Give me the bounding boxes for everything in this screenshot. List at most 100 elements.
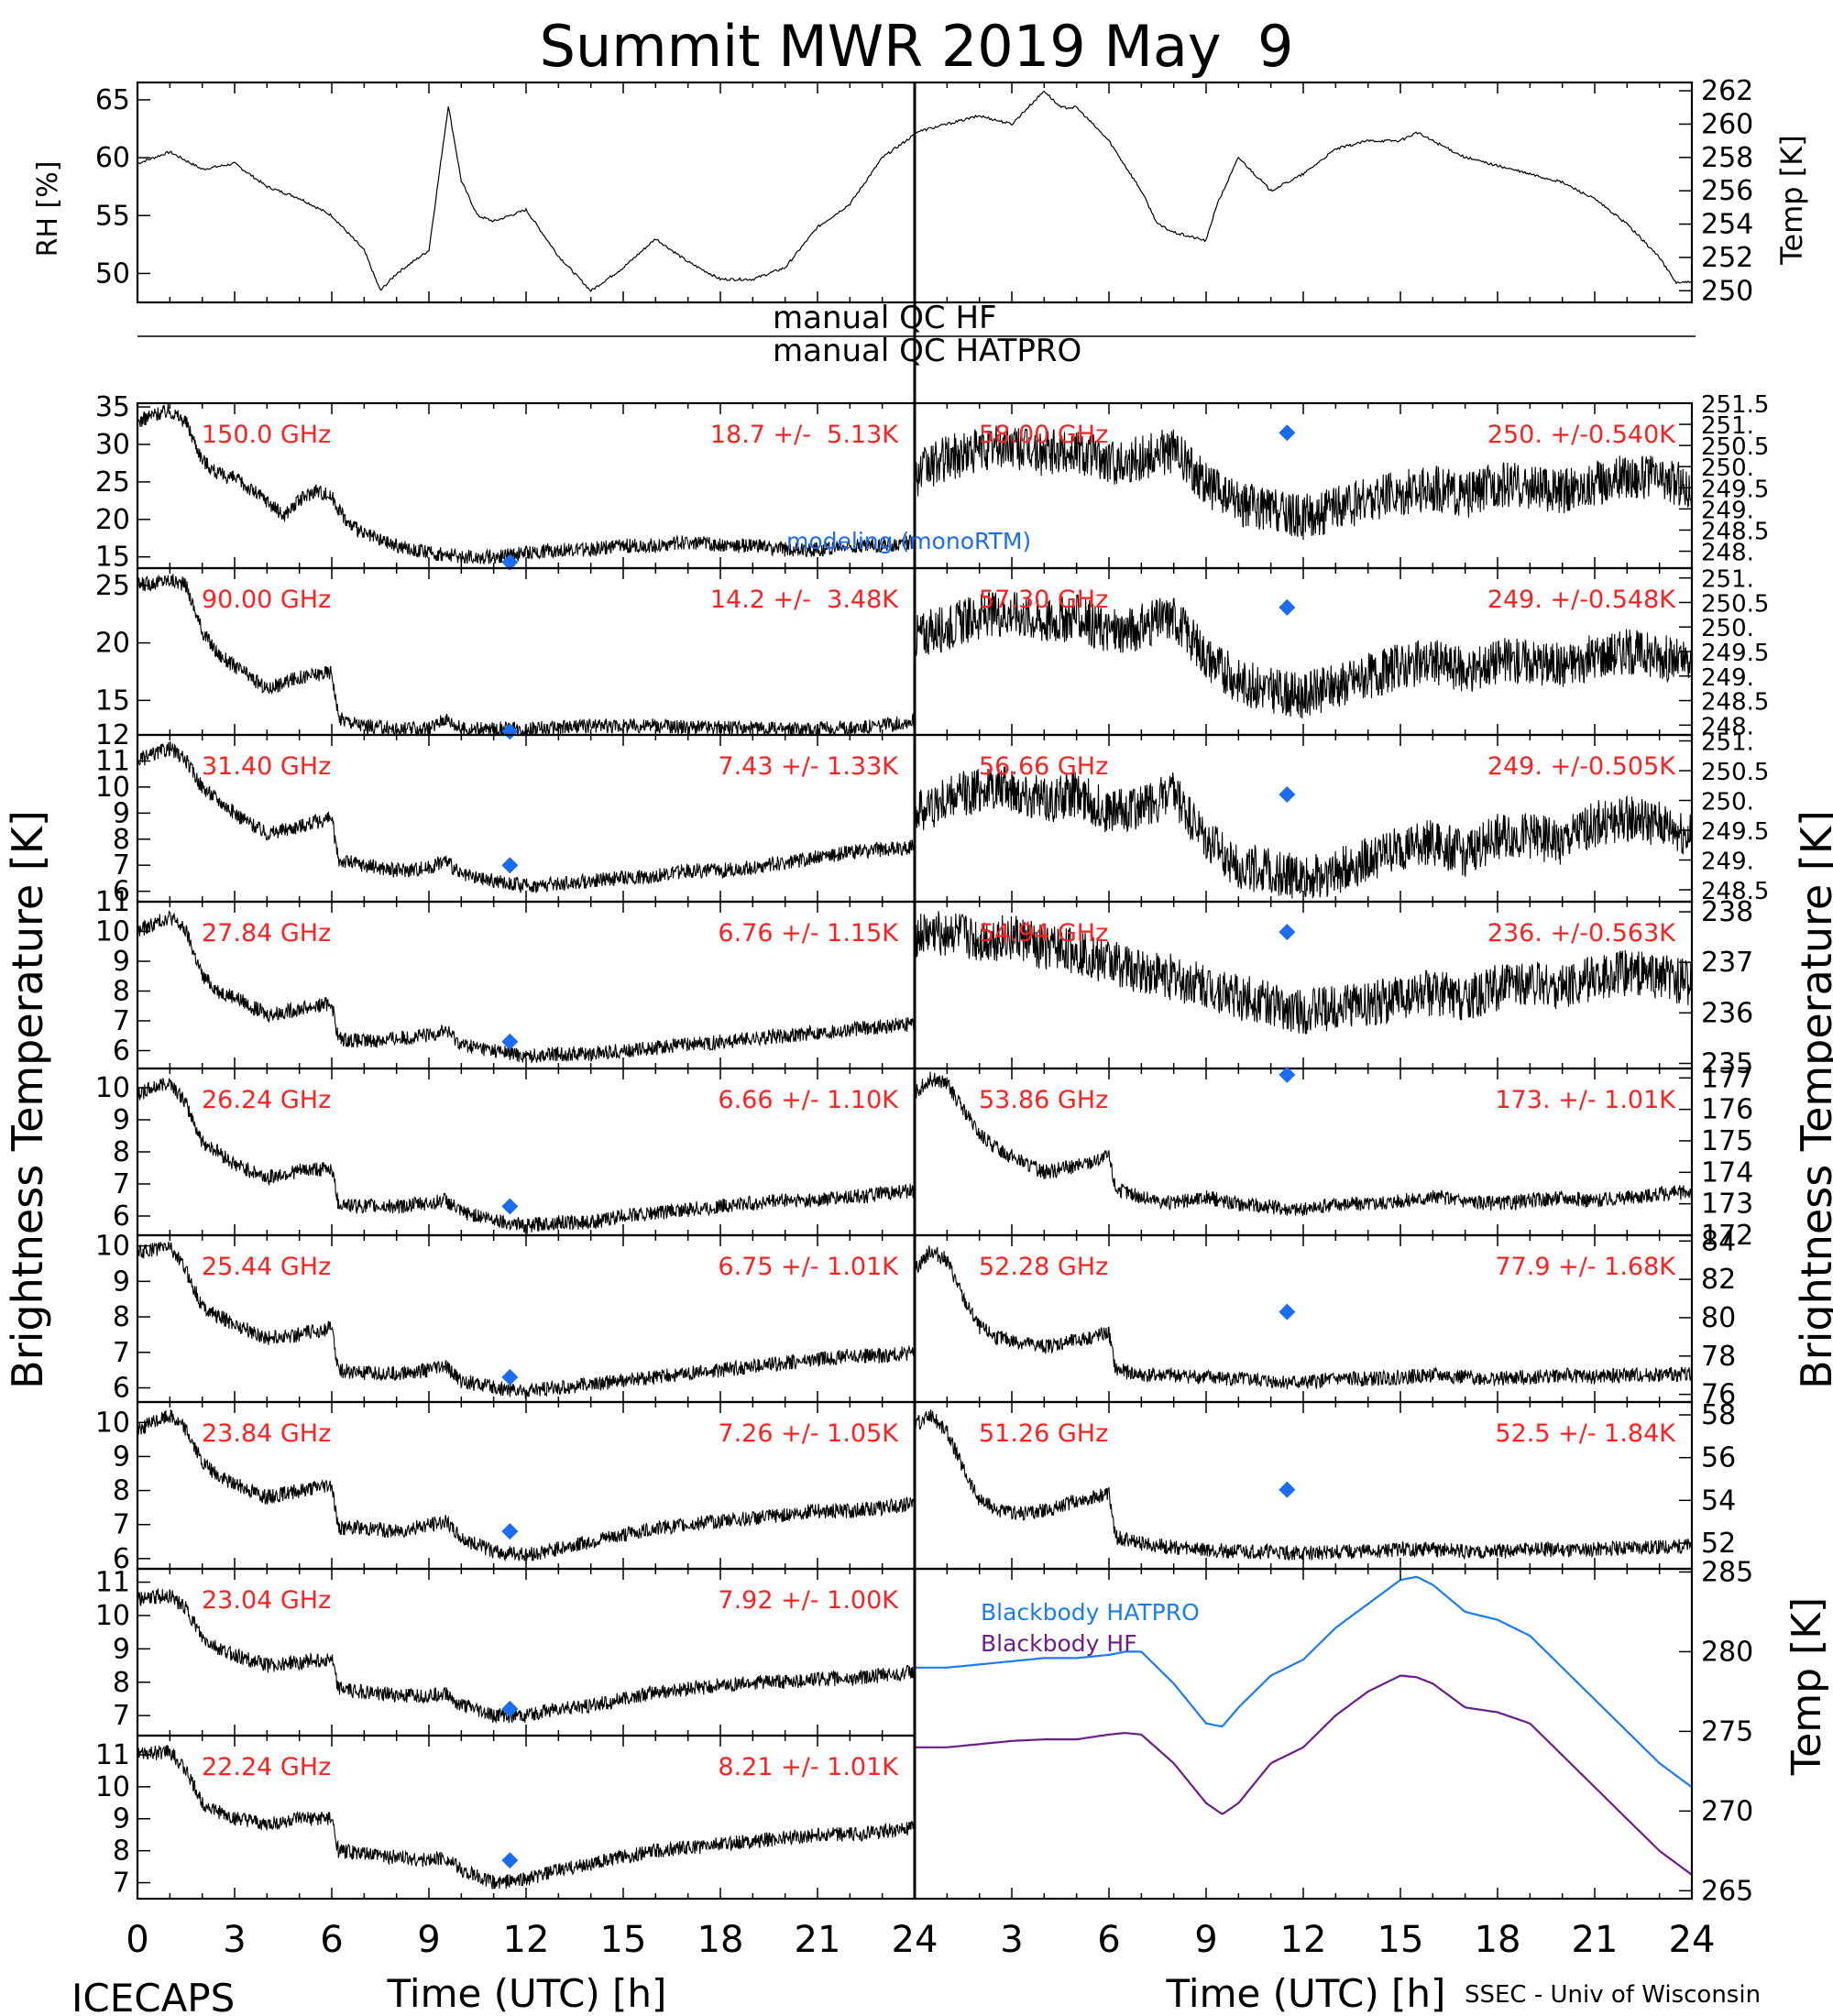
x-axis-label-right: Time (UTC) [h]: [1166, 1971, 1446, 2016]
panel-ch5228: 76 78 80 82 84 52.28 GHz 77.9 +/- 1.68K: [913, 1225, 1736, 1411]
y-tick-label: 10: [95, 1771, 130, 1803]
y-tick-label: 248.5: [1701, 518, 1769, 545]
model-point-ch2384: [501, 1523, 519, 1540]
model-point-ch5666: [1279, 786, 1296, 803]
y-tick-label: 56: [1701, 1442, 1736, 1474]
y-tick-label: 8: [113, 1475, 130, 1507]
y-tick-label: 9: [113, 1441, 130, 1473]
rh-axis-title: RH [%]: [32, 161, 64, 257]
series-line-ch3140: [137, 740, 915, 893]
series-line-ch5386: [915, 1071, 1692, 1217]
model-point-ch5126: [1279, 1481, 1296, 1498]
y-tick-label: 15: [95, 685, 130, 717]
panel-ch150: 15 20 25 30 35 150.0 GHz 18.7 +/- 5.13K: [95, 391, 916, 574]
x-tick-label-left: 21: [795, 1919, 841, 1961]
temp-bottom-axis-title: Temp [K]: [1784, 1597, 1830, 1776]
y-tick-label: 176: [1701, 1094, 1753, 1126]
y-tick-label: 8: [113, 1136, 130, 1168]
channel-label-ch5800: 58.00 GHz: [979, 421, 1108, 449]
y-tick-label: 65: [95, 84, 130, 116]
y-tick-label: 235: [1701, 1047, 1753, 1079]
series-line-temp_top: [915, 90, 1692, 285]
y-tick-label: 250.: [1701, 789, 1754, 816]
y-tick-label: 8: [113, 1835, 130, 1868]
channel-label-ch5386: 53.86 GHz: [979, 1086, 1108, 1114]
y-tick-label: 11: [95, 1567, 130, 1599]
y-tick-label: 78: [1701, 1341, 1736, 1373]
channel-label-ch5730: 57.30 GHz: [979, 586, 1108, 614]
plot-layer: 5055606525025225425625826026215202530351…: [95, 75, 1770, 1961]
y-tick-label: 251.: [1701, 566, 1754, 594]
qc-hatpro-label: manual QC HATPRO: [773, 333, 1081, 369]
y-tick-label: 7: [113, 1005, 130, 1037]
y-tick-label: 20: [95, 628, 130, 660]
y-tick-label: 10: [95, 772, 130, 804]
channel-stat-ch2304: 7.92 +/- 1.00K: [718, 1586, 899, 1615]
channel-label-ch2304: 23.04 GHz: [202, 1586, 331, 1615]
channel-stat-ch5228: 77.9 +/- 1.68K: [1495, 1253, 1676, 1281]
y-tick-label: 30: [95, 429, 130, 461]
y-tick-label: 9: [113, 946, 130, 978]
model-point-ch5730: [1279, 598, 1296, 616]
y-tick-label: 249.: [1701, 849, 1754, 876]
y-tick-label: 249.5: [1701, 640, 1769, 667]
y-tick-label: 236: [1701, 997, 1753, 1029]
channel-stat-ch2784: 6.76 +/- 1.15K: [718, 919, 899, 948]
y-tick-label: 250.: [1701, 615, 1754, 642]
y-tick-label: 25: [95, 466, 130, 499]
channel-stat-ch3140: 7.43 +/- 1.33K: [718, 752, 899, 781]
y-tick-label: 50: [95, 257, 130, 290]
y-tick-label: 265: [1701, 1875, 1753, 1907]
channel-label-ch3140: 31.40 GHz: [202, 752, 331, 781]
y-tick-label: 256: [1701, 175, 1753, 207]
frame-temp_top: [913, 81, 1694, 304]
footer-left: ICECAPS: [71, 1976, 235, 2016]
y-tick-label: 250.: [1701, 455, 1754, 482]
y-tick-label: 25: [95, 570, 130, 602]
y-tick-label: 12: [95, 719, 130, 751]
series-line-ch5228: [915, 1245, 1692, 1390]
footer-right: SSEC - Univ of Wisconsin: [1465, 1981, 1761, 2009]
y-tick-label: 258: [1701, 142, 1753, 174]
x-tick-label-right: 15: [1377, 1919, 1424, 1961]
y-tick-label: 10: [95, 1600, 130, 1632]
channel-label-ch2384: 23.84 GHz: [202, 1419, 331, 1448]
y-tick-label: 55: [95, 200, 130, 232]
y-tick-label: 249.: [1701, 664, 1754, 692]
y-tick-label: 8: [113, 1667, 130, 1699]
legend-bb-hatpro: Blackbody HATPRO: [981, 1599, 1200, 1626]
channel-label-ch9000: 90.00 GHz: [202, 586, 331, 614]
panel-rh: 50 55 60 65: [95, 81, 916, 304]
y-tick-label: 250.5: [1701, 433, 1769, 461]
y-tick-label: 174: [1701, 1156, 1753, 1189]
channel-stat-ch5126: 52.5 +/- 1.84K: [1495, 1419, 1676, 1448]
y-tick-label: 10: [95, 916, 130, 948]
y-tick-label: 7: [113, 1509, 130, 1541]
temp-top-axis-title: Temp [K]: [1774, 135, 1809, 265]
y-tick-label: 6: [113, 1200, 130, 1233]
channel-stat-ch5666: 249. +/-0.505K: [1487, 752, 1676, 781]
x-tick-label-left: 6: [320, 1919, 343, 1961]
x-tick-label-right: 9: [1194, 1919, 1217, 1961]
figure-title: Summit MWR 2019 May 9: [540, 13, 1294, 80]
bt-left-axis-title: Brightness Temperature [K]: [3, 810, 52, 1389]
legend-modeling: modeling (monoRTM): [786, 528, 1031, 554]
y-tick-label: 248.: [1701, 540, 1754, 567]
y-tick-label: 54: [1701, 1485, 1736, 1517]
channel-stat-ch5494: 236. +/-0.563K: [1487, 919, 1676, 948]
series-line-ch150: [137, 404, 915, 565]
y-tick-label: 7: [113, 1337, 130, 1369]
series-line-bb-hatpro: [915, 1575, 1692, 1789]
y-tick-label: 251.: [1701, 412, 1754, 440]
series-line-ch2384: [137, 1409, 915, 1562]
channel-label-ch2784: 27.84 GHz: [202, 919, 331, 948]
y-tick-label: 6: [113, 1373, 130, 1405]
y-tick-label: 248.5: [1701, 689, 1769, 717]
y-tick-label: 11: [95, 886, 130, 918]
